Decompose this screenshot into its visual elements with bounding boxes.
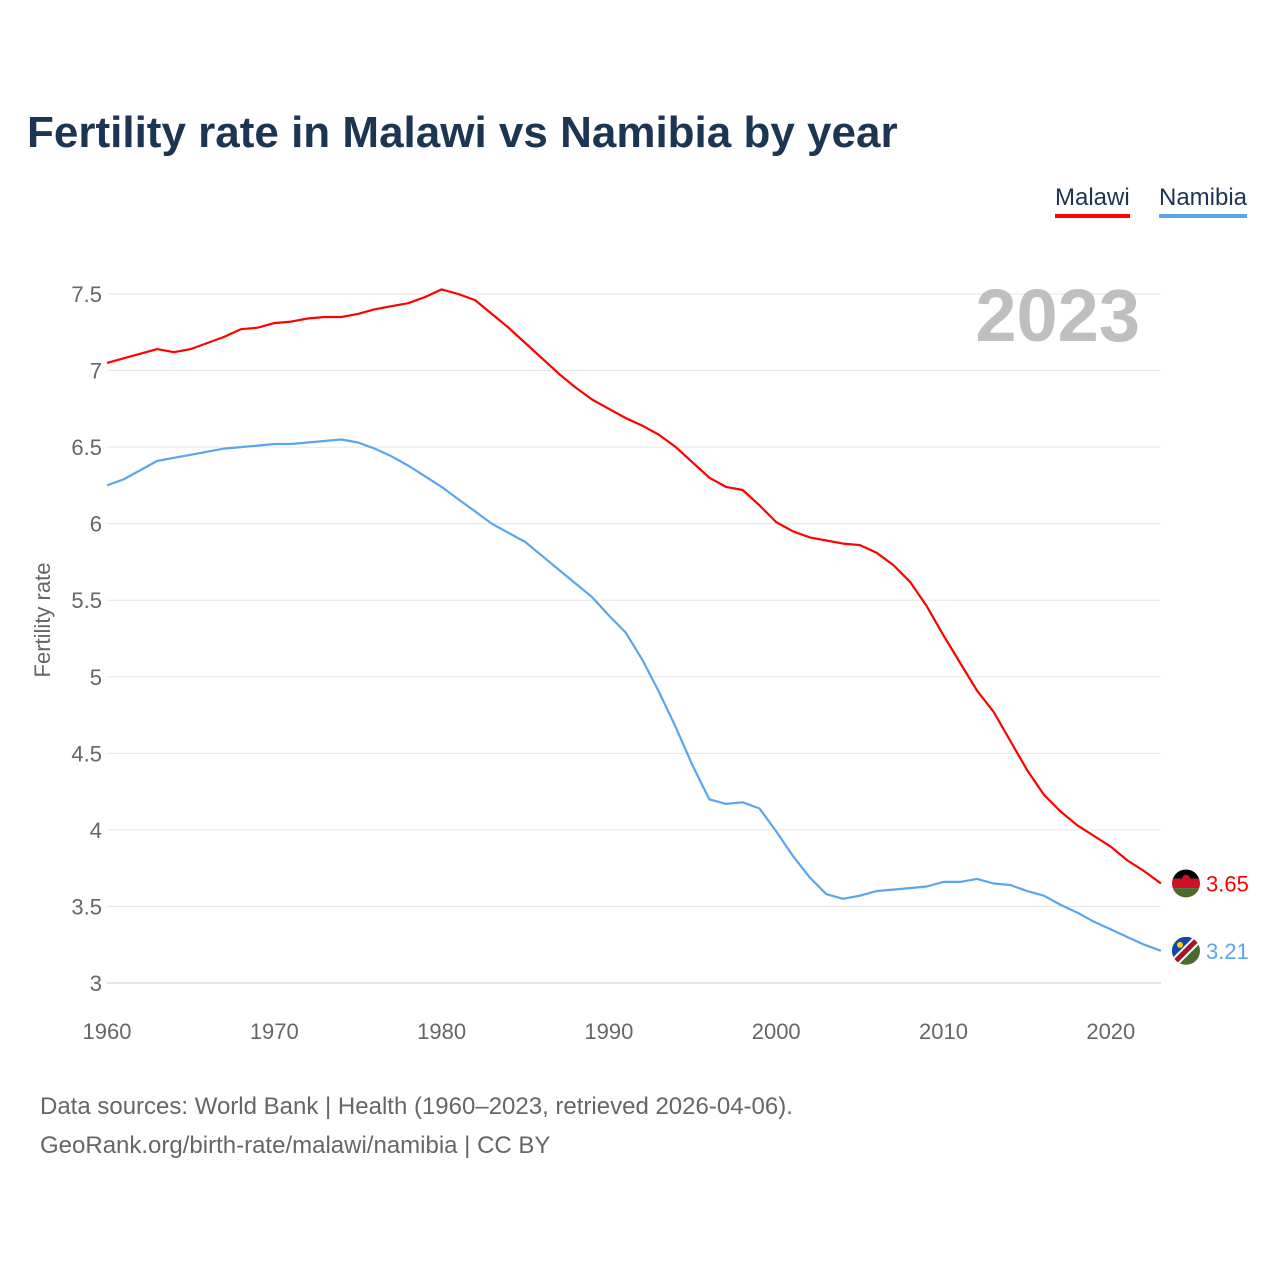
y-tick-label: 6	[90, 512, 102, 537]
flag-body	[1172, 936, 1200, 965]
legend-namibia[interactable]: Namibia	[1159, 184, 1248, 218]
footer: Data sources: World Bank | Health (1960–…	[40, 1087, 793, 1165]
flag-sun	[1182, 874, 1190, 883]
y-tick-label: 5	[90, 665, 102, 690]
flag-body	[1172, 869, 1200, 898]
year-watermark: 2023	[975, 274, 1140, 357]
end-value-label: 3.21	[1206, 939, 1249, 964]
y-tick-label: 6.5	[71, 435, 102, 460]
legend-malawi[interactable]: Malawi	[1055, 184, 1130, 218]
chart-title: Fertility rate in Malawi vs Namibia by y…	[27, 108, 898, 157]
footer-sources: Data sources: World Bank | Health (1960–…	[40, 1093, 793, 1120]
namibia-flag-icon	[1172, 936, 1200, 965]
x-tick-label: 2010	[919, 1019, 968, 1044]
x-tick-label: 1970	[250, 1019, 299, 1044]
series-line-namibia	[106, 438, 1162, 952]
end-value-label: 3.65	[1206, 871, 1249, 896]
y-tick-label: 7	[90, 359, 102, 384]
x-tick-label: 1980	[417, 1019, 466, 1044]
y-tick-label: 4	[90, 818, 102, 843]
y-tick-label: 5.5	[71, 588, 102, 613]
flag-stripe-black	[1172, 869, 1200, 879]
y-tick-label: 3	[90, 971, 102, 996]
x-tick-label: 2020	[1086, 1019, 1135, 1044]
series-line-malawi	[106, 288, 1162, 885]
flag-red-band	[1172, 936, 1200, 965]
x-tick-label: 1990	[584, 1019, 633, 1044]
x-tick-label: 1960	[83, 1019, 132, 1044]
flag-stripe-green	[1172, 888, 1200, 898]
y-tick-label: 7.5	[71, 282, 102, 307]
y-axis-label: Fertility rate	[30, 563, 55, 678]
malawi-flag-icon	[1172, 869, 1200, 898]
x-tick-label: 2000	[752, 1019, 801, 1044]
flag-sun	[1177, 941, 1183, 948]
flag-stripe-red	[1172, 878, 1200, 889]
y-tick-label: 4.5	[71, 741, 102, 766]
y-tick-label: 3.5	[71, 894, 102, 919]
footer-link[interactable]: GeoRank.org/birth-rate/malawi/namibia | …	[40, 1132, 551, 1159]
